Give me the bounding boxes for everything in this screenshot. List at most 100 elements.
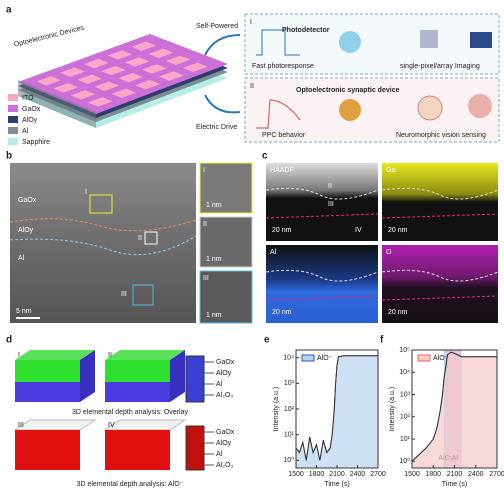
map-al [266,245,378,323]
interface-line [9,235,197,256]
x-tick-label: 1800 [309,471,325,478]
box-layer [105,430,170,470]
application: Neuromorphic vision sensing [396,132,486,139]
y-tick-label: 10¹ [400,436,411,443]
x-axis-label: Time (s) [442,481,467,488]
device-name: Photodetector [282,27,330,34]
layer-label: GaOx [18,197,37,204]
ito-pad [159,71,184,81]
layer-label: AlOy [216,440,232,447]
y-axis-label: Intensity (a.u.) [273,387,280,431]
ito-pad [70,90,96,100]
interface-line [9,218,197,232]
icon-ppc [256,99,301,129]
panel-label: d [6,335,12,346]
layer-label: Al [216,381,223,388]
x-tick-label: 1800 [425,471,441,478]
y-tick-label: 10³ [284,380,295,387]
inset [199,162,253,214]
interface-line [265,187,499,282]
y-tick-label: 10³ [400,391,411,398]
legend-swatch [8,94,18,101]
y-tick-label: 10² [284,406,295,413]
application: single-pixel/array Imaging [400,63,480,70]
ito-pad [60,67,85,77]
layer-labels: GaOx AlOy Al Al₂O₃ GaOx AlOy Al Al₂O₃ [204,359,235,469]
view-label: IV [108,422,115,429]
y-tick-label: 10⁴ [399,369,410,376]
box-top [13,419,97,431]
region-box [144,231,158,245]
map-ga [382,163,498,241]
box-layer [15,360,80,382]
map-haadf [266,163,378,241]
y-tick-label: 10⁰ [399,457,410,465]
inset-label: III [203,275,209,282]
x-tick-label: 2700 [489,471,504,478]
view-label: I [18,352,20,359]
view-label: III [18,422,24,429]
ito-pad [77,74,102,84]
arrow [204,94,241,114]
ito-pad [118,72,143,83]
panel-label: f [380,335,384,346]
scale-label: 20 nm [272,227,292,234]
scale-label: 20 nm [388,309,408,316]
behavior: PPC behavior [262,132,306,139]
panel-a: a Optoelectronic Devices ITO GaOx AlOy Al Sa… [6,5,500,146]
data-line [295,355,378,461]
map-o [382,245,498,323]
charts: AlO⁻ 1500 1800 2100 2400 2700 10⁰ 10¹ 10² 10³ 10⁴ T… [273,347,504,488]
scale-label: 5 nm [16,308,32,315]
legend-swatch [417,354,431,362]
inset [199,270,253,324]
icon-brain [468,94,492,118]
scale-label: 20 nm [388,227,408,234]
icon-eye [417,95,443,121]
box-top [105,350,185,360]
icon-cat [339,31,361,53]
panel-label: c [262,151,268,162]
area-fill [295,355,379,469]
layer-label: Al [18,255,25,262]
panel-b: b GaOx AlOy Al I II III 5 nm I II III 1 … [6,151,253,324]
ito-pad [148,48,174,58]
x-tick-label: 1500 [288,471,304,478]
map-label: O [386,249,392,256]
layer-label: Al₂O₃ [216,392,233,399]
ito-pad [107,50,133,60]
legend-swatch [8,138,18,145]
caption: 3D elemental depth analysis: AlO⁻ [77,481,184,488]
x-tick-label: 2700 [370,471,386,478]
ito-pad [36,76,62,86]
ito-pad [53,83,79,93]
layer-label: GaOx [216,359,235,366]
x-tick-label: 2100 [329,471,345,478]
ito-pad [94,81,120,91]
region-label: III [328,201,334,208]
route-box [244,77,500,143]
map-label: Ga [386,167,395,174]
legend-swatch [8,105,18,112]
route-label: Electric Drive [196,124,237,131]
box-side [80,350,95,402]
route-numeral: I [250,19,252,26]
region-label: IV [355,227,362,234]
map-label: Al [270,249,277,256]
legend-swatch [8,116,18,123]
inset-label: II [203,221,207,228]
caption: 3D elemental depth analysis: Overlay [72,409,188,416]
box-layer [105,382,170,402]
arrow [204,34,241,56]
box-layer [15,382,80,402]
route-label: Self-Powered [196,23,238,30]
ito-pad [165,55,191,66]
ito-pad [83,58,109,69]
box-top [15,350,95,360]
zoom-inset [185,355,205,403]
legend-label: Sapphire [22,139,50,146]
panel-c: c HAADF Ga Al O II III IV 20 nm 20 nm 20… [262,151,499,323]
x-tick-label: 1500 [404,471,420,478]
box-top [103,419,187,431]
panel-label: a [6,5,12,16]
